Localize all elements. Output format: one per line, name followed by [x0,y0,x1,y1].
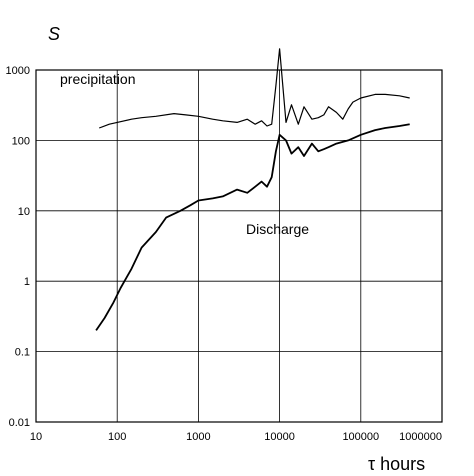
x-axis-label: τ hours [368,454,425,474]
x-tick-labels: 10 100 1000 10000 100000 1000000 [30,431,442,443]
y-axis-label: S [48,24,60,44]
x-tick-label: 100000 [342,431,379,443]
series-line-precipitation [98,48,410,129]
series-label-precipitation: precipitation [60,71,136,87]
plot-area [35,48,443,423]
series-line-discharge [95,123,410,331]
y-tick-label: 1 [24,276,30,288]
y-tick-label: 1000 [6,65,30,77]
series-label-discharge: Discharge [246,221,309,237]
y-tick-label: 100 [12,135,30,147]
y-tick-label: 0.01 [9,417,30,429]
y-tick-label: 10 [18,206,30,218]
x-tick-label: 10 [30,431,42,443]
plot-frame [35,69,443,423]
grid [36,70,442,422]
y-tick-labels: 0.01 0.1 1 10 100 1000 [6,65,30,429]
series-layer [95,48,410,331]
x-tick-label: 1000 [186,431,210,443]
y-tick-label: 0.1 [15,347,30,359]
x-tick-label: 100 [108,431,126,443]
x-tick-label: 1000000 [399,431,442,443]
x-tick-label: 10000 [264,431,295,443]
